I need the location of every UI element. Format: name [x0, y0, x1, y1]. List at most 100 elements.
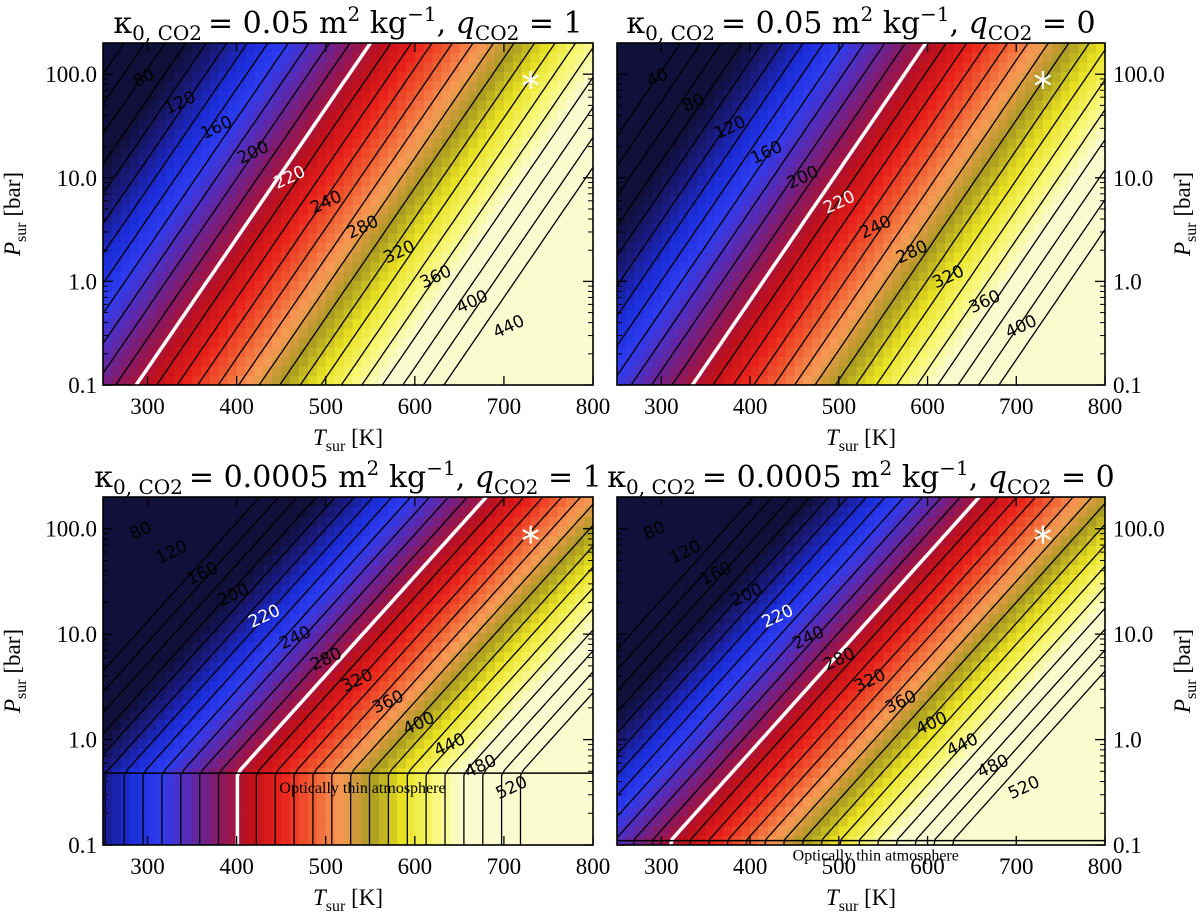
heatmap-cell	[821, 204, 831, 215]
heatmap-cell	[670, 261, 680, 272]
heatmap-cell	[299, 43, 309, 54]
heatmap-cell	[192, 535, 202, 546]
heatmap-cell	[103, 185, 113, 196]
heatmap-cell	[343, 233, 354, 244]
heatmap-cell	[661, 62, 671, 73]
heatmap-cell	[812, 214, 822, 225]
heatmap-cell	[687, 214, 698, 225]
heatmap-cell	[643, 261, 654, 272]
heatmap-cell	[980, 223, 991, 234]
heatmap-cell	[548, 290, 558, 301]
heatmap-cell	[696, 223, 707, 234]
heatmap-cell	[138, 109, 149, 120]
heatmap-cell	[441, 52, 452, 63]
heatmap-cell	[129, 100, 140, 111]
heatmap-cell	[865, 81, 875, 92]
heatmap-cell	[1007, 223, 1017, 234]
heatmap-cell	[1042, 81, 1053, 92]
heatmap-cell	[218, 690, 229, 701]
heatmap-cell	[218, 119, 229, 130]
y-axis-label-sub: sur	[1183, 222, 1200, 242]
heatmap-cell	[1051, 119, 1062, 130]
heatmap-cell	[405, 81, 416, 92]
heatmap-cell	[1069, 176, 1079, 187]
heatmap-cell	[900, 166, 911, 177]
heatmap-cell	[865, 290, 875, 301]
heatmap-cell	[696, 271, 707, 282]
heatmap-cell	[147, 729, 158, 740]
heatmap-cell	[1060, 214, 1071, 225]
heatmap-cell	[201, 651, 211, 662]
heatmap-cell	[307, 290, 318, 301]
contour-line	[977, 198, 1105, 385]
heatmap-cell	[696, 309, 707, 320]
contour-line	[617, 43, 743, 228]
heatmap-cell	[652, 195, 662, 206]
heatmap-cell	[785, 337, 796, 348]
heatmap-cell	[530, 290, 541, 301]
heatmap-cell	[557, 347, 567, 358]
heatmap-cell	[1042, 299, 1053, 310]
heatmap-cell	[165, 719, 175, 730]
marker-stroke	[522, 74, 539, 86]
heatmap-cell	[812, 299, 822, 310]
heatmap-cell	[111, 328, 122, 339]
heatmap-cell	[584, 204, 593, 215]
heatmap-cell	[370, 252, 380, 263]
contour-line	[340, 43, 577, 385]
heatmap-cell	[758, 214, 769, 225]
heatmap-cell	[584, 261, 593, 272]
heatmap-cell	[129, 738, 140, 749]
title-kappa-symbol: κ	[113, 6, 132, 41]
heatmap-cell	[918, 204, 929, 215]
heatmap-cell	[838, 252, 849, 263]
heatmap-cell	[530, 52, 541, 63]
heatmap-cell	[980, 176, 991, 187]
heatmap-cell	[432, 157, 443, 168]
heatmap-cell	[263, 195, 273, 206]
heatmap-cell	[209, 290, 220, 301]
heatmap-cell	[643, 81, 654, 92]
heatmap-cell	[236, 564, 247, 575]
heatmap-cell	[397, 185, 407, 196]
heatmap-cell	[1078, 280, 1088, 291]
heatmap-cell	[290, 366, 300, 377]
heatmap-cell	[548, 356, 558, 367]
heatmap-cell	[883, 356, 893, 367]
heatmap-cell	[1078, 261, 1088, 272]
heatmap-cell	[723, 157, 733, 168]
heatmap-cell	[829, 271, 840, 282]
heatmap-cell	[521, 43, 532, 54]
heatmap-cell	[670, 52, 680, 63]
heatmap-cell	[566, 261, 576, 272]
heatmap-cell	[343, 347, 354, 358]
heatmap-cell	[388, 128, 398, 139]
heatmap-cell	[120, 777, 131, 788]
heatmap-cell	[388, 62, 398, 73]
heatmap-cell	[936, 185, 946, 196]
heatmap-cell	[696, 204, 707, 215]
heatmap-cell	[147, 185, 158, 196]
heatmap-cell	[147, 545, 158, 556]
heatmap-cell	[557, 157, 567, 168]
heatmap-cell	[370, 128, 380, 139]
heatmap-cell	[325, 71, 336, 82]
heatmap-cell	[963, 214, 973, 225]
heatmap-cell	[874, 138, 884, 149]
heatmap-cell	[625, 233, 636, 244]
heatmap-cell	[192, 128, 202, 139]
heatmap-cell	[661, 128, 671, 139]
heatmap-cell	[521, 176, 532, 187]
heatmap-cell	[584, 271, 593, 282]
heatmap-cell	[423, 328, 434, 339]
heatmap-cell	[450, 252, 460, 263]
heatmap-cell	[227, 185, 238, 196]
heatmap-cell	[129, 356, 140, 367]
heatmap-cell	[883, 271, 893, 282]
heatmap-cell	[218, 787, 229, 798]
heatmap-cell	[557, 328, 567, 339]
contour-line	[103, 43, 289, 315]
heatmap-cell	[254, 729, 264, 740]
heatmap-cell	[405, 242, 416, 253]
y-tick-label: 0.1	[1113, 373, 1142, 398]
